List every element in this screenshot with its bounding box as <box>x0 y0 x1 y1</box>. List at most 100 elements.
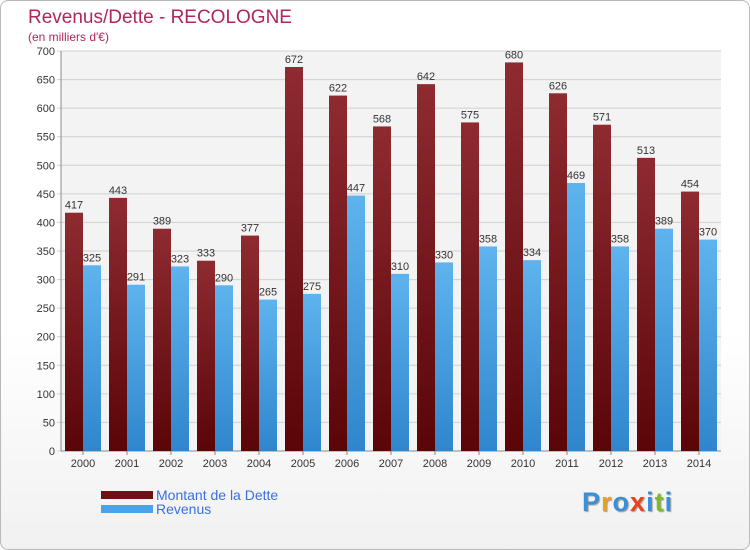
logo-letter: t <box>654 487 665 517</box>
bar-dette <box>109 197 127 451</box>
x-tick-label: 2006 <box>335 458 359 470</box>
data-label: 275 <box>303 281 321 293</box>
x-tick-label: 2013 <box>643 458 667 470</box>
bar-revenus <box>259 299 277 451</box>
chart-subtitle: (en milliers d'€) <box>28 30 109 44</box>
data-label: 325 <box>83 252 101 264</box>
legend-label-revenus: Revenus <box>156 501 212 517</box>
data-label: 389 <box>153 216 171 228</box>
legend-swatch-dette <box>101 491 153 499</box>
bar-revenus <box>567 183 585 451</box>
x-tick-label: 2005 <box>291 458 315 470</box>
y-tick-label: 500 <box>37 160 55 172</box>
bar-dette <box>681 191 699 452</box>
bar-dette <box>637 157 655 451</box>
x-tick-label: 2011 <box>555 458 579 470</box>
bar-dette <box>593 124 611 451</box>
data-label: 626 <box>549 80 567 92</box>
logo-letter: x <box>630 487 647 517</box>
data-label: 330 <box>435 249 453 261</box>
data-label: 323 <box>171 253 189 265</box>
data-label: 417 <box>65 200 83 212</box>
bar-dette <box>329 95 347 452</box>
data-label: 389 <box>655 216 673 228</box>
y-tick-label: 200 <box>37 332 55 344</box>
data-label: 672 <box>285 54 303 66</box>
x-tick-label: 2007 <box>379 458 403 470</box>
y-tick-label: 400 <box>37 217 55 229</box>
x-tick-label: 2014 <box>687 458 711 470</box>
x-tick-label: 2009 <box>467 458 491 470</box>
y-tick-label: 300 <box>37 275 55 287</box>
bar-dette <box>373 126 391 451</box>
bar-revenus <box>347 195 365 451</box>
data-label: 358 <box>611 233 629 245</box>
x-tick-label: 2004 <box>247 458 271 470</box>
bar-dette <box>153 228 171 451</box>
x-tick-label: 2002 <box>159 458 183 470</box>
y-tick-label: 450 <box>37 189 55 201</box>
data-label: 310 <box>391 261 409 273</box>
bar-dette <box>417 84 435 452</box>
data-label: 680 <box>505 49 523 61</box>
bar-revenus <box>303 293 321 451</box>
logo-letter: i <box>664 487 674 517</box>
bar-revenus <box>127 284 145 451</box>
data-label: 568 <box>373 113 391 125</box>
data-label: 265 <box>259 287 277 299</box>
logo-letter: i <box>646 487 655 517</box>
data-label: 469 <box>567 170 585 182</box>
bar-revenus <box>83 265 101 451</box>
data-label: 454 <box>681 179 699 191</box>
bar-dette <box>461 122 479 451</box>
x-tick-label: 2001 <box>115 458 139 470</box>
y-tick-label: 0 <box>49 446 55 458</box>
bar-revenus <box>215 285 233 451</box>
bar-revenus <box>655 228 673 451</box>
y-tick-label: 100 <box>37 389 55 401</box>
bar-revenus <box>391 273 409 451</box>
x-tick-label: 2003 <box>203 458 227 470</box>
x-tick-label: 2010 <box>511 458 535 470</box>
legend-swatch-revenus <box>101 505 153 513</box>
chart-title: Revenus/Dette - RECOLOGNE <box>28 7 292 28</box>
bar-dette <box>65 212 83 451</box>
data-label: 575 <box>461 109 479 121</box>
data-label: 443 <box>109 185 127 197</box>
y-tick-label: 550 <box>37 132 55 144</box>
bar-revenus <box>171 266 189 451</box>
data-label: 622 <box>329 83 347 95</box>
bar-revenus <box>699 239 717 451</box>
logo-letter: P <box>582 487 602 517</box>
bar-revenus <box>611 246 629 451</box>
x-tick-label: 2008 <box>423 458 447 470</box>
data-label: 290 <box>215 272 233 284</box>
data-label: 377 <box>241 223 259 235</box>
data-label: 447 <box>347 183 365 195</box>
x-tick-label: 2012 <box>599 458 623 470</box>
bar-dette <box>505 62 523 452</box>
y-tick-label: 650 <box>37 75 55 87</box>
logo-letter: o <box>612 487 631 517</box>
data-label: 358 <box>479 233 497 245</box>
bar-dette <box>197 260 215 451</box>
y-tick-label: 350 <box>37 246 55 258</box>
data-label: 513 <box>637 145 655 157</box>
y-tick-label: 50 <box>43 417 55 429</box>
data-label: 571 <box>593 112 611 124</box>
data-label: 291 <box>127 272 145 284</box>
y-tick-label: 600 <box>37 103 55 115</box>
data-label: 370 <box>699 227 717 239</box>
logo-letter: r <box>601 487 613 517</box>
y-tick-label: 700 <box>37 46 55 58</box>
legend-label-dette: Montant de la Dette <box>156 487 279 503</box>
bar-revenus <box>479 246 497 451</box>
bar-dette <box>549 93 567 452</box>
y-tick-label: 250 <box>37 303 55 315</box>
data-label: 333 <box>197 248 215 260</box>
bar-revenus <box>523 260 541 451</box>
proxiti-logo: Proxiti <box>582 487 673 518</box>
x-tick-label: 2000 <box>71 458 95 470</box>
